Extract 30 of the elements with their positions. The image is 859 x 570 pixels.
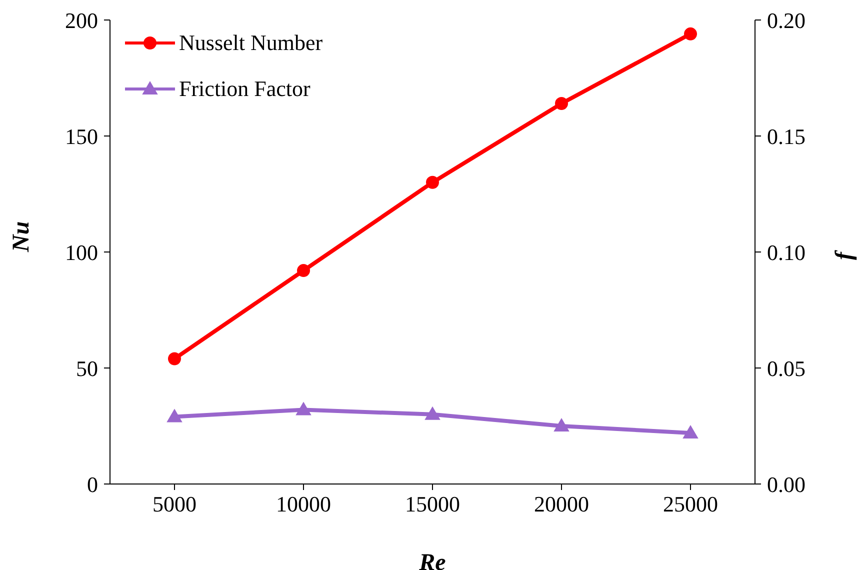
x-tick-label: 25000 [663,492,718,517]
x-tick-label: 20000 [534,492,589,517]
point [426,176,439,189]
y2-tick-label: 0.10 [767,240,806,265]
y-tick-label: 100 [65,240,98,265]
legend-label: Friction Factor [179,76,310,102]
x-tick-label: 5000 [152,492,196,517]
y-tick-label: 50 [76,356,98,381]
y-tick-label: 200 [65,8,98,33]
y-axis-title: Nu [8,221,35,253]
x-tick-label: 15000 [405,492,460,517]
point [684,27,697,40]
point [554,418,569,432]
y2-tick-label: 0.00 [767,472,806,497]
point [683,425,698,438]
y-tick-label: 150 [65,124,98,149]
legend-label: Nusselt Number [179,30,323,56]
point [425,406,440,420]
x-tick-label: 10000 [276,492,331,517]
y2-tick-label: 0.20 [767,8,806,33]
point [555,97,568,110]
point [297,264,310,278]
y2-tick-label: 0.05 [767,356,806,381]
x-axis-title: Re [418,550,446,570]
y2-axis-title: f [832,250,858,260]
point [168,352,181,366]
y-tick-label: 0 [87,472,98,497]
point [296,402,311,416]
y2-tick-label: 0.15 [767,124,806,149]
point [167,409,182,422]
